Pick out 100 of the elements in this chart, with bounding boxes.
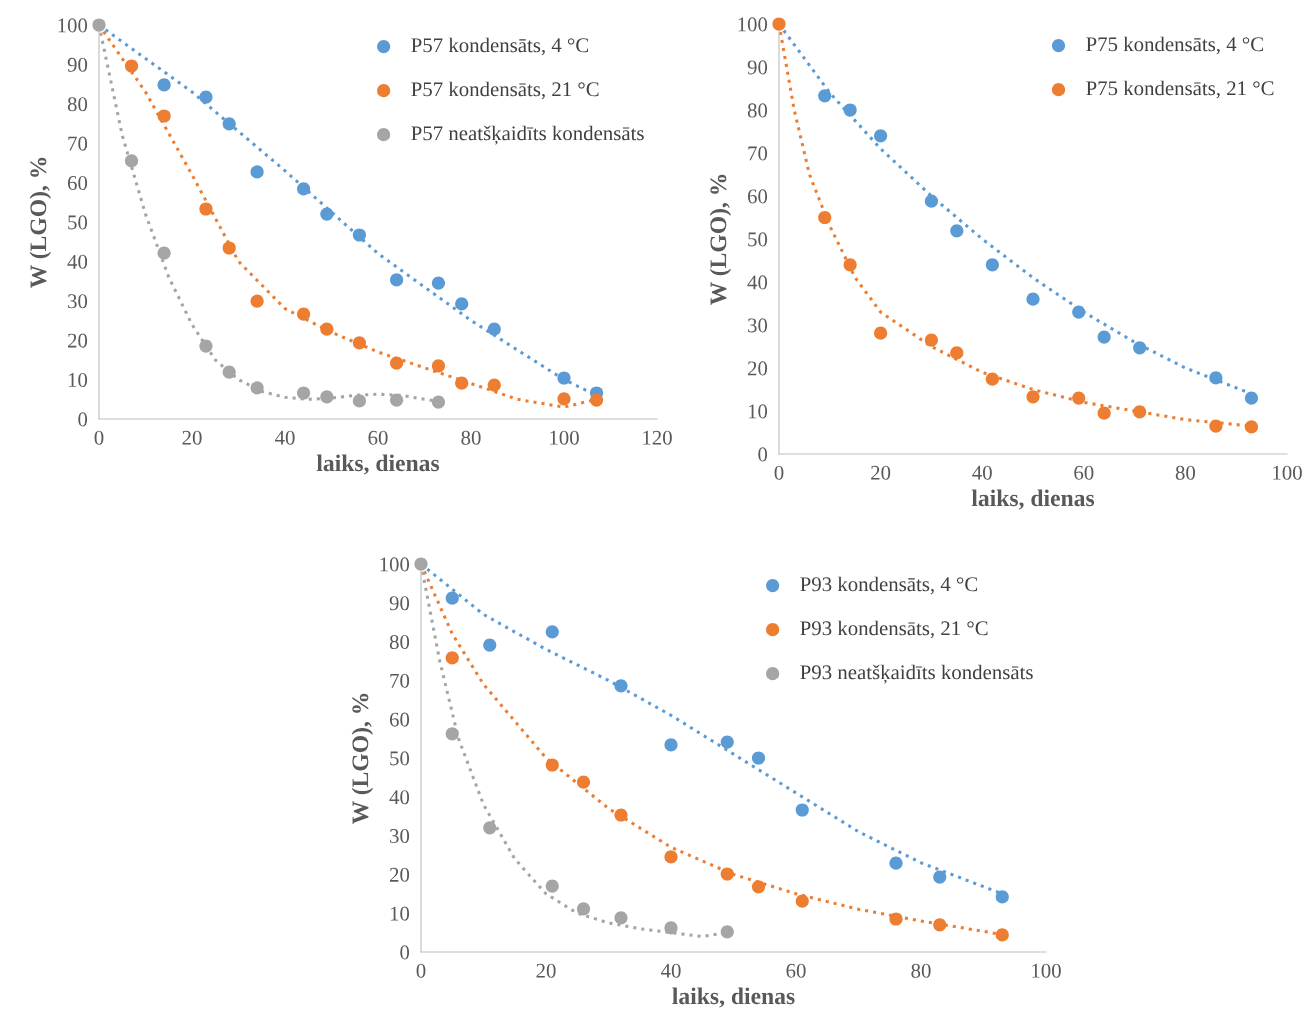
x-tick-label: 0 bbox=[774, 465, 784, 480]
point bbox=[576, 775, 591, 789]
point bbox=[157, 78, 171, 92]
legend-label: P57 kondensāts, 21 °C bbox=[411, 81, 599, 100]
point bbox=[157, 246, 171, 260]
point bbox=[1209, 371, 1223, 385]
point bbox=[720, 867, 734, 881]
y-tick-label: 90 bbox=[747, 60, 768, 75]
point bbox=[250, 165, 264, 179]
point bbox=[1133, 405, 1147, 419]
x-tick-label: 120 bbox=[643, 430, 672, 445]
point bbox=[933, 870, 947, 884]
point bbox=[985, 258, 999, 272]
point bbox=[874, 326, 888, 340]
point bbox=[199, 339, 213, 353]
point bbox=[720, 735, 734, 749]
point bbox=[772, 17, 786, 31]
legend-label: P93 kondensāts, 4 °C bbox=[800, 576, 978, 595]
y-tick-label: 70 bbox=[68, 136, 88, 151]
point bbox=[431, 359, 446, 373]
point bbox=[352, 228, 366, 242]
point bbox=[545, 625, 559, 639]
point bbox=[1026, 390, 1040, 404]
y-tick-label: 10 bbox=[390, 906, 410, 921]
y-tick-label: 50 bbox=[748, 232, 768, 247]
y-tick-label: 50 bbox=[390, 751, 410, 766]
point bbox=[889, 912, 903, 926]
y-tick-label: 10 bbox=[68, 372, 88, 388]
point bbox=[576, 902, 591, 916]
x-tick-label: 100 bbox=[1273, 465, 1302, 480]
y-tick-label: 100 bbox=[380, 557, 410, 572]
x-tick-label: 40 bbox=[274, 430, 295, 445]
y-tick-label: 20 bbox=[67, 333, 88, 348]
point bbox=[352, 394, 366, 408]
point bbox=[1072, 391, 1086, 405]
point bbox=[664, 850, 678, 864]
point bbox=[545, 758, 559, 772]
y-tick-label: 30 bbox=[390, 828, 410, 844]
legend-label: P75 kondensāts, 21 °C bbox=[1086, 80, 1274, 99]
point bbox=[545, 879, 559, 893]
point bbox=[487, 378, 501, 392]
y-tick-label: 60 bbox=[67, 175, 88, 191]
point bbox=[933, 918, 947, 932]
y-tick-label: 0 bbox=[78, 412, 88, 427]
y-tick-label: 80 bbox=[747, 103, 768, 118]
x-axis-title: laiks, dienas bbox=[971, 489, 1095, 510]
y-tick-label: 100 bbox=[58, 18, 88, 33]
point bbox=[250, 381, 264, 395]
point bbox=[222, 117, 236, 131]
point bbox=[92, 18, 106, 32]
point bbox=[297, 182, 311, 196]
point bbox=[795, 803, 809, 817]
y-tick-label: 20 bbox=[389, 867, 410, 882]
point bbox=[924, 333, 938, 347]
point bbox=[889, 856, 903, 870]
x-axis-title: laiks, dienas bbox=[672, 987, 795, 1008]
x-tick-label: 20 bbox=[871, 465, 891, 480]
y-tick-label: 40 bbox=[389, 790, 410, 805]
y-tick-label: 30 bbox=[68, 294, 88, 309]
x-tick-label: 60 bbox=[368, 430, 388, 445]
point bbox=[751, 751, 766, 765]
point bbox=[664, 738, 678, 752]
point bbox=[1244, 391, 1259, 405]
legend-label: P57 kondensāts, 4 °C bbox=[411, 37, 589, 56]
point bbox=[557, 371, 571, 385]
y-axis-title: W (LGO), % bbox=[709, 174, 732, 306]
x-tick-label: 60 bbox=[786, 963, 806, 978]
y-axis-title: W (LGO), % bbox=[29, 157, 52, 289]
point bbox=[297, 307, 311, 321]
point bbox=[414, 557, 428, 571]
point bbox=[818, 89, 832, 103]
point bbox=[557, 392, 571, 406]
y-tick-label: 60 bbox=[747, 189, 768, 204]
x-tick-label: 40 bbox=[660, 963, 681, 978]
point bbox=[1097, 330, 1111, 344]
point bbox=[1072, 305, 1086, 319]
legend-label: P93 neatšķaidīts kondensāts bbox=[800, 664, 1033, 684]
point bbox=[445, 727, 459, 741]
x-tick-label: 20 bbox=[182, 430, 202, 445]
point bbox=[950, 346, 964, 360]
point bbox=[222, 365, 236, 379]
point bbox=[614, 911, 628, 925]
point bbox=[818, 210, 832, 225]
point bbox=[222, 241, 236, 255]
point bbox=[390, 356, 404, 370]
y-tick-label: 20 bbox=[747, 361, 768, 376]
point bbox=[720, 925, 734, 939]
x-tick-label: 0 bbox=[416, 963, 426, 978]
legend-label: P75 kondensāts, 4 °C bbox=[1086, 36, 1263, 55]
point bbox=[390, 273, 404, 287]
point bbox=[431, 395, 446, 409]
point bbox=[199, 202, 213, 216]
point bbox=[614, 679, 628, 693]
point bbox=[431, 276, 446, 290]
point bbox=[390, 393, 404, 407]
point bbox=[320, 322, 334, 336]
x-tick-label: 0 bbox=[94, 430, 104, 445]
point bbox=[664, 921, 678, 935]
y-tick-label: 100 bbox=[738, 17, 768, 32]
point bbox=[843, 103, 857, 117]
